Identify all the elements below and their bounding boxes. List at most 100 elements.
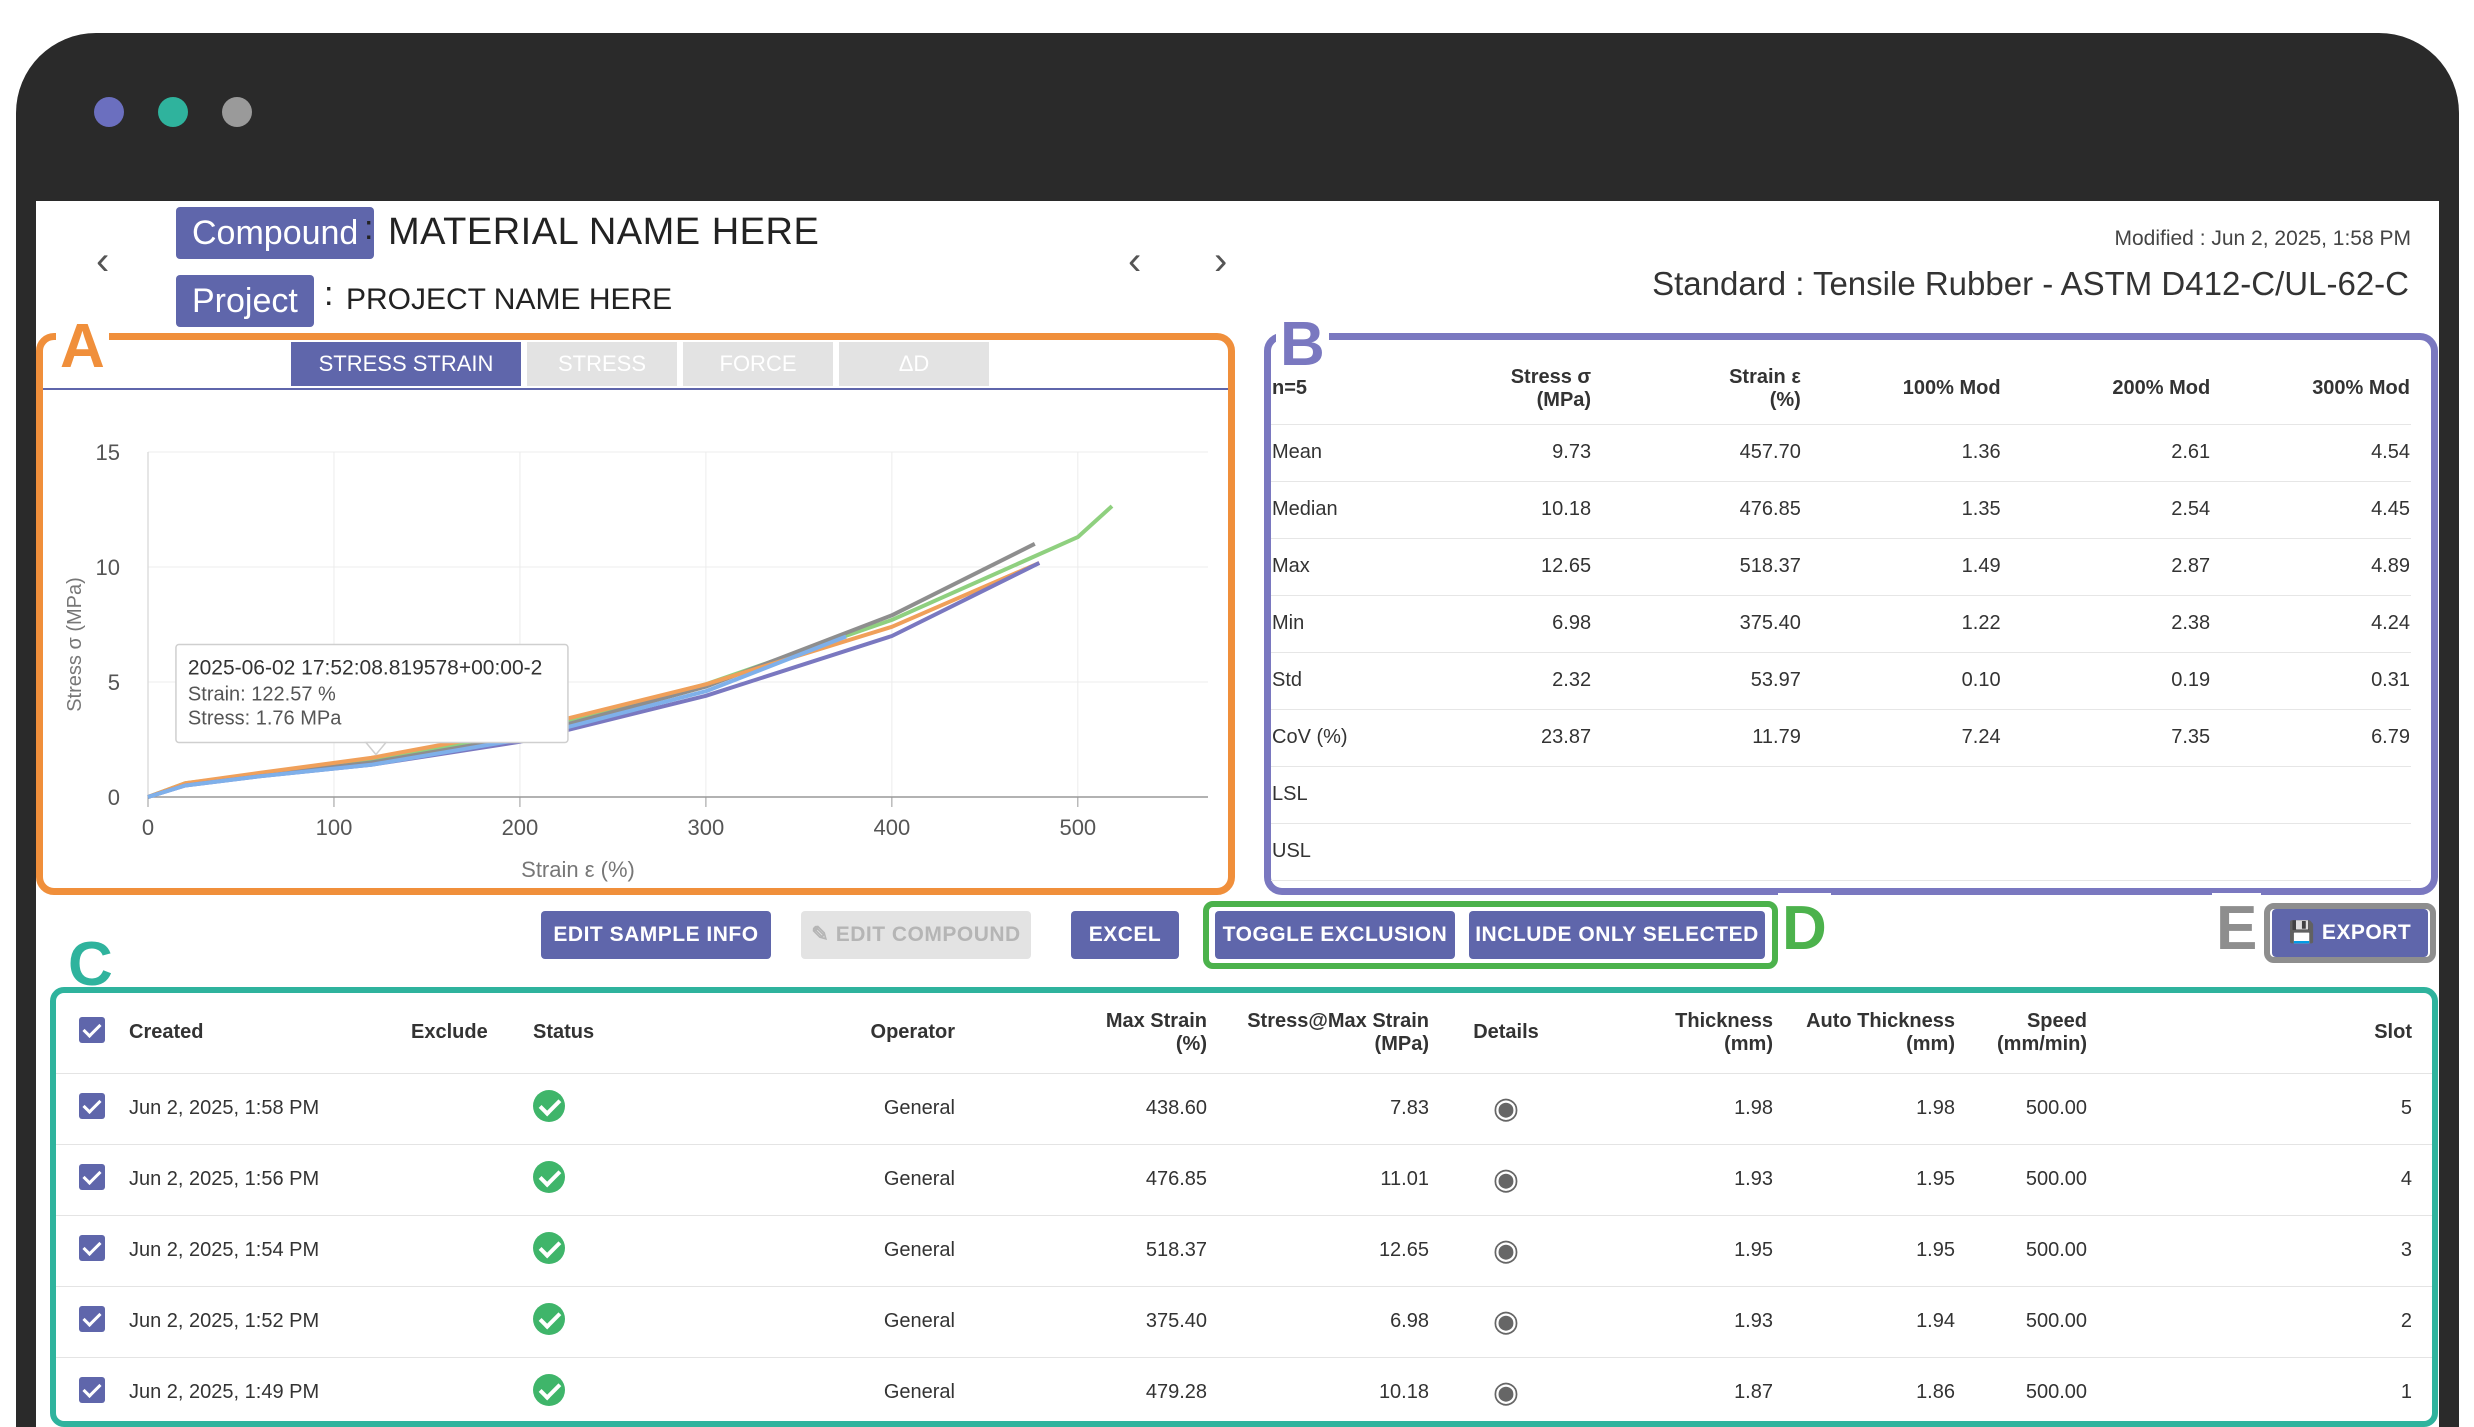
x-tick-label: 100 <box>316 815 353 840</box>
y-axis-label: Stress σ (MPa) <box>64 577 86 712</box>
sample-row[interactable]: Jun 2, 2025, 1:52 PM General 375.40 6.98 ◉ 1.… <box>56 1286 2432 1358</box>
edit-compound-button[interactable]: ✎ EDIT COMPOUND <box>801 911 1031 959</box>
operator-header[interactable]: Operator <box>870 1021 955 1044</box>
excel-button[interactable]: EXCEL <box>1071 911 1179 959</box>
stats-header-300mod: 300% Mod <box>2312 377 2410 400</box>
annotation-a: A <box>56 311 109 382</box>
export-button[interactable]: 💾 EXPORT <box>2272 909 2428 957</box>
stats-row: Max 12.65 518.37 1.49 2.87 4.89 <box>1271 538 2411 596</box>
stats-value: 1.22 <box>1801 595 2002 653</box>
speed-cell: 500.00 <box>1956 1286 2088 1358</box>
slot-cell: 2 <box>2088 1286 2432 1358</box>
window-dot-3[interactable] <box>222 97 252 127</box>
stats-row: USL <box>1271 823 2411 881</box>
eye-icon[interactable]: ◉ <box>1492 1376 1520 1409</box>
status-header[interactable]: Status <box>533 1021 595 1044</box>
tab-force[interactable]: FORCE <box>683 342 833 386</box>
eye-icon[interactable]: ◉ <box>1492 1163 1520 1196</box>
stats-row-label: Std <box>1271 652 1422 710</box>
row-checkbox[interactable] <box>79 1376 105 1403</box>
operator-cell: General <box>644 1144 956 1216</box>
stress-cell: 7.83 <box>1208 1073 1430 1145</box>
stats-value <box>1592 823 1802 881</box>
window-dot-2[interactable] <box>158 97 188 127</box>
auto-thickness-header[interactable]: Auto Thickness (mm) <box>1806 1009 1955 1055</box>
auto-thickness-cell: 1.94 <box>1774 1286 1956 1358</box>
stats-value: 2.61 <box>2001 424 2212 482</box>
stats-value: 2.32 <box>1421 652 1593 710</box>
sample-row[interactable]: Jun 2, 2025, 1:58 PM General 438.60 7.83 ◉ 1.… <box>56 1073 2432 1145</box>
eye-icon[interactable]: ◉ <box>1492 1234 1520 1267</box>
stats-value: 4.89 <box>2211 538 2411 596</box>
tab-delta-d[interactable]: ΔD <box>839 342 989 386</box>
exclude-cell <box>410 1144 532 1216</box>
project-label: Project <box>176 275 314 327</box>
status-cell <box>532 1144 644 1216</box>
stats-row: Median 10.18 476.85 1.35 2.54 4.45 <box>1271 481 2411 539</box>
app-window: ‹ Compound : MATERIAL NAME HERE Project … <box>16 33 2459 1427</box>
x-tick-label: 300 <box>688 815 725 840</box>
window-dot-1[interactable] <box>94 97 124 127</box>
export-label: EXPORT <box>2321 921 2412 944</box>
tab-stress[interactable]: STRESS <box>527 342 677 386</box>
annotation-e: E <box>2212 893 2262 964</box>
tooltip-pointer <box>364 741 388 756</box>
stats-header-100mod: 100% Mod <box>1902 377 2001 400</box>
stats-value: 6.79 <box>2211 709 2411 767</box>
prev-arrow-icon[interactable]: ‹ <box>1128 239 1142 283</box>
max-strain-header[interactable]: Max Strain (%) <box>1105 1009 1207 1055</box>
stats-value: 1.49 <box>1801 538 2002 596</box>
row-checkbox[interactable] <box>79 1305 105 1332</box>
details-cell: ◉ <box>1430 1286 1582 1358</box>
sample-row[interactable]: Jun 2, 2025, 1:56 PM General 476.85 11.01 ◉ 1… <box>56 1144 2432 1216</box>
created-header[interactable]: Created <box>129 1021 204 1044</box>
stats-value: 0.19 <box>2001 652 2212 710</box>
sample-row[interactable]: Jun 2, 2025, 1:54 PM General 518.37 12.65 ◉ 1… <box>56 1215 2432 1287</box>
created-cell: Jun 2, 2025, 1:58 PM <box>128 1073 410 1145</box>
stats-value: 2.87 <box>2001 538 2212 596</box>
slot-cell: 1 <box>2088 1357 2432 1427</box>
y-tick-label: 0 <box>108 785 120 810</box>
back-arrow-icon[interactable]: ‹ <box>96 239 110 283</box>
stats-row-label: Max <box>1271 538 1422 596</box>
stats-value: 23.87 <box>1421 709 1593 767</box>
eye-icon[interactable]: ◉ <box>1492 1305 1520 1338</box>
row-checkbox[interactable] <box>79 1234 105 1261</box>
select-all-checkbox[interactable] <box>79 1016 105 1043</box>
row-checkbox[interactable] <box>79 1163 105 1190</box>
tab-stress-strain[interactable]: STRESS STRAIN <box>291 342 521 386</box>
stats-value: 0.10 <box>1801 652 2002 710</box>
sample-row[interactable]: Jun 2, 2025, 1:49 PM General 479.28 10.18 ◉ 1… <box>56 1357 2432 1427</box>
stats-value <box>1421 823 1593 881</box>
stats-row-label: USL <box>1271 823 1422 881</box>
exclude-header[interactable]: Exclude <box>411 1021 488 1044</box>
stats-value: 1.36 <box>1801 424 2002 482</box>
speed-header[interactable]: Speed (mm/min) <box>1997 1009 2087 1055</box>
x-tick-label: 0 <box>142 815 154 840</box>
stats-value: 375.40 <box>1592 595 1802 653</box>
toggle-exclusion-button[interactable]: TOGGLE EXCLUSION <box>1215 911 1455 959</box>
row-checkbox[interactable] <box>79 1092 105 1119</box>
edit-sample-info-button[interactable]: EDIT SAMPLE INFO <box>541 911 771 959</box>
thickness-cell: 1.87 <box>1582 1357 1774 1427</box>
thickness-header[interactable]: Thickness (mm) <box>1675 1009 1773 1055</box>
exclude-cell <box>410 1286 532 1358</box>
details-cell: ◉ <box>1430 1144 1582 1216</box>
stats-value: 1.35 <box>1801 481 2002 539</box>
auto-thickness-cell: 1.98 <box>1774 1073 1956 1145</box>
status-cell <box>532 1286 644 1358</box>
operator-cell: General <box>644 1215 956 1287</box>
include-only-selected-button[interactable]: INCLUDE ONLY SELECTED <box>1469 911 1765 959</box>
thickness-cell: 1.95 <box>1582 1215 1774 1287</box>
stress-max-header[interactable]: Stress@Max Strain (MPa) <box>1247 1009 1429 1055</box>
slot-cell: 4 <box>2088 1144 2432 1216</box>
stats-value: 7.35 <box>2001 709 2212 767</box>
eye-icon[interactable]: ◉ <box>1492 1092 1520 1125</box>
slot-header[interactable]: Slot <box>2374 1021 2412 1044</box>
stats-value: 4.45 <box>2211 481 2411 539</box>
speed-cell: 500.00 <box>1956 1357 2088 1427</box>
max-strain-cell: 479.28 <box>956 1357 1208 1427</box>
next-arrow-icon[interactable]: › <box>1214 239 1228 283</box>
stats-value <box>1592 766 1802 824</box>
select-cell <box>56 1215 128 1287</box>
